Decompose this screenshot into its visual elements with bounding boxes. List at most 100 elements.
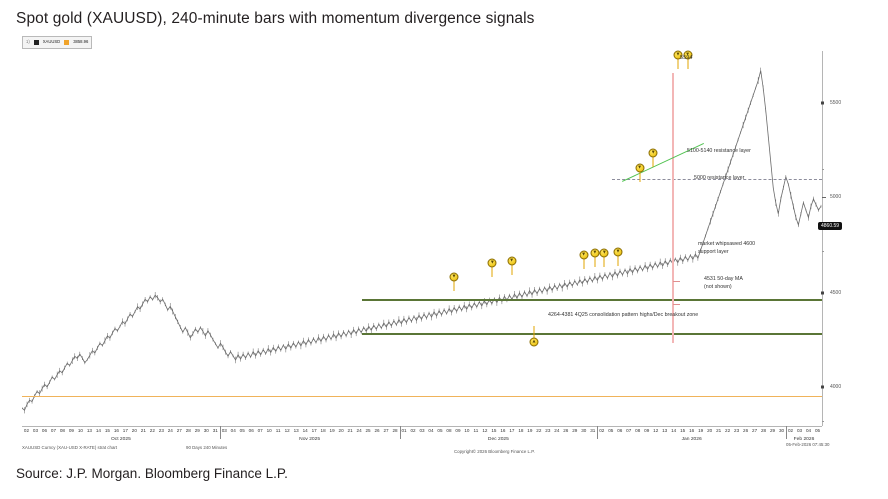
current-price-badge: 4860.59: [818, 222, 843, 230]
price-plot[interactable]: ▼ ▼ ▼ ▲ ▼ ▼ ▼ ▼ ▼ ▼ ▼ ▼ 5594 5100-5140 resistance l…: [22, 50, 822, 421]
date-axis-day: 12: [653, 428, 659, 433]
date-axis-day: 20: [131, 428, 137, 433]
annotation-peak-label: 5594: [680, 55, 693, 61]
price-tick-5000: 5000: [830, 194, 842, 200]
date-axis-day: 16: [689, 428, 695, 433]
date-axis-day: 25: [365, 428, 371, 433]
annotation-5000: 5000 resistance layer: [694, 175, 745, 181]
date-axis-day: 05: [437, 428, 443, 433]
date-axis-day: 15: [104, 428, 110, 433]
date-axis-day: 11: [275, 428, 281, 433]
date-axis-day: 08: [59, 428, 65, 433]
signal-marker-stem: [453, 277, 455, 292]
date-axis-separator: [597, 426, 599, 439]
date-axis-day: 10: [464, 428, 470, 433]
price-series: [22, 67, 822, 414]
date-axis-separator: [786, 426, 788, 439]
price-axis[interactable]: 5500 5000 4860.59 4500 4000: [818, 51, 872, 426]
date-axis-day: 09: [68, 428, 74, 433]
signal-marker-icon[interactable]: ▼: [507, 256, 517, 266]
date-axis-day: 14: [95, 428, 101, 433]
date-axis-separator: [399, 426, 401, 439]
event-vertical-line: [672, 73, 674, 343]
reference-line-4264: [362, 333, 822, 335]
date-axis-day: 14: [671, 428, 677, 433]
signal-marker-icon[interactable]: ▼: [635, 163, 645, 173]
date-axis-day: 07: [257, 428, 263, 433]
date-axis-day: 19: [527, 428, 533, 433]
date-axis-day: 27: [383, 428, 389, 433]
date-axis-day: 28: [761, 428, 767, 433]
date-axis-day: 05: [608, 428, 614, 433]
chart-legend[interactable]: 1) XAUUSD 3858.96: [22, 36, 93, 49]
date-axis-day: 23: [734, 428, 740, 433]
date-axis-day: 17: [122, 428, 128, 433]
date-axis-month: Jan 2026: [681, 437, 702, 442]
signal-marker-icon[interactable]: ▼: [648, 148, 658, 158]
date-axis-day: 17: [311, 428, 317, 433]
date-axis-day: 29: [769, 428, 776, 433]
date-axis-day: 24: [554, 428, 560, 433]
date-axis-day: 29: [572, 428, 578, 433]
date-axis-day: 02: [787, 428, 794, 433]
annotation-5100-5140: 5100-5140 resistance layer: [687, 148, 751, 154]
signal-marker-icon[interactable]: ▼: [673, 50, 683, 60]
date-axis-day: 24: [356, 428, 362, 433]
date-axis-day: 21: [140, 428, 146, 433]
date-axis-day: 26: [374, 428, 380, 433]
date-axis-day: 06: [248, 428, 254, 433]
date-axis-day: 26: [743, 428, 749, 433]
signal-marker-icon[interactable]: ▲: [529, 337, 539, 347]
date-axis-day: 08: [446, 428, 452, 433]
signal-marker-stem: [533, 325, 535, 340]
date-axis-day: 12: [482, 428, 488, 433]
date-axis[interactable]: 02 03 06 07 08 09 10 13 14 15 16 17 20 21 22 23 24 27 28 29…: [22, 426, 822, 458]
date-axis-day: 09: [644, 428, 650, 433]
date-axis-day: 13: [293, 428, 299, 433]
date-axis-month: Feb 2026: [793, 437, 815, 442]
date-axis-day: 17: [509, 428, 515, 433]
date-axis-day: 02: [410, 428, 416, 433]
date-axis-day: 04: [428, 428, 434, 433]
date-axis-day: 13: [662, 428, 668, 433]
date-axis-day: 23: [158, 428, 164, 433]
signal-marker-icon[interactable]: ▼: [579, 250, 589, 260]
date-axis-day: 29: [194, 428, 200, 433]
price-tick-mark-5000: [822, 197, 826, 198]
date-axis-month: Nov 2025: [299, 437, 321, 442]
date-axis-day: 23: [545, 428, 551, 433]
footer-copyright: Copyright© 2026 Bloomberg Finance L.P.: [454, 449, 535, 454]
date-axis-day: 16: [500, 428, 506, 433]
date-axis-day: 24: [167, 428, 173, 433]
date-axis-day: 05: [814, 428, 821, 433]
date-axis-day: 14: [302, 428, 308, 433]
date-axis-day: 30: [778, 428, 785, 433]
date-axis-day: 02: [23, 428, 30, 433]
date-axis-day: 15: [680, 428, 686, 433]
signal-marker-icon[interactable]: ▼: [613, 247, 623, 257]
annotation-consolidation-zone: 4264-4381 4Q25 consolidation pattern hig…: [548, 312, 699, 318]
signal-marker-stem: [677, 54, 679, 69]
price-tick-dot-4500: [821, 291, 824, 295]
date-axis-day: 21: [716, 428, 722, 433]
price-minor-tick-a: [822, 169, 824, 170]
legend-swatch-series-icon: [33, 40, 39, 45]
price-tick-dot-5500: [821, 101, 824, 105]
signal-marker-icon[interactable]: ▼: [487, 258, 497, 268]
signal-marker-icon[interactable]: ▼: [449, 272, 459, 282]
reference-line-lower-band: [22, 396, 822, 397]
date-axis-day: 15: [491, 428, 497, 433]
bloomberg-chart-panel: 1) XAUUSD 3858.96 ▼ ▼ ▼ ▲ ▼ ▼ ▼ ▼ ▼ ▼ ▼ ▼ 5594 5100…: [16, 33, 872, 458]
date-axis-day: 03: [796, 428, 803, 433]
legend-swatch-value-icon: [64, 40, 70, 45]
price-minor-tick-b: [822, 251, 824, 252]
signal-marker-icon[interactable]: ▼: [683, 50, 693, 60]
date-axis-day: 11: [473, 428, 479, 433]
price-tick-4500: 4500: [830, 290, 842, 296]
date-axis-day: 27: [752, 428, 758, 433]
signal-marker-stem: [617, 252, 619, 267]
date-axis-day: 20: [707, 428, 713, 433]
signal-marker-icon[interactable]: ▼: [590, 248, 600, 258]
date-axis-day: 31: [212, 428, 218, 433]
signal-marker-icon[interactable]: ▼: [599, 248, 609, 258]
